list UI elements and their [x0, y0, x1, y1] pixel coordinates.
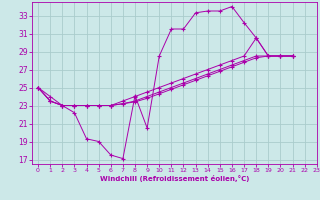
X-axis label: Windchill (Refroidissement éolien,°C): Windchill (Refroidissement éolien,°C) [100, 175, 249, 182]
